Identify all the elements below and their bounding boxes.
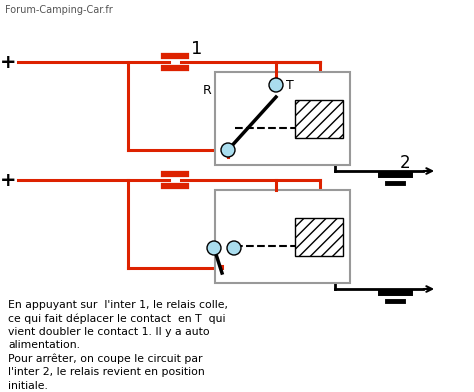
Bar [295,100,343,138]
Circle shape [269,78,283,92]
Text: Forum-Camping-Car.fr: Forum-Camping-Car.fr [5,5,113,15]
Circle shape [227,241,241,255]
Bar [215,72,350,165]
Text: En appuyant sur  l'inter 1, le relais colle,
ce qui fait déplacer le contact  en: En appuyant sur l'inter 1, le relais col… [8,300,228,390]
Text: T: T [286,78,294,91]
Bar [295,218,343,256]
Text: 2: 2 [400,154,410,172]
Bar [215,190,350,283]
Text: +: + [0,53,16,71]
Circle shape [207,241,221,255]
Text: 1: 1 [191,40,202,58]
Circle shape [221,143,235,157]
Text: R: R [203,83,212,96]
Text: +: + [0,171,16,189]
